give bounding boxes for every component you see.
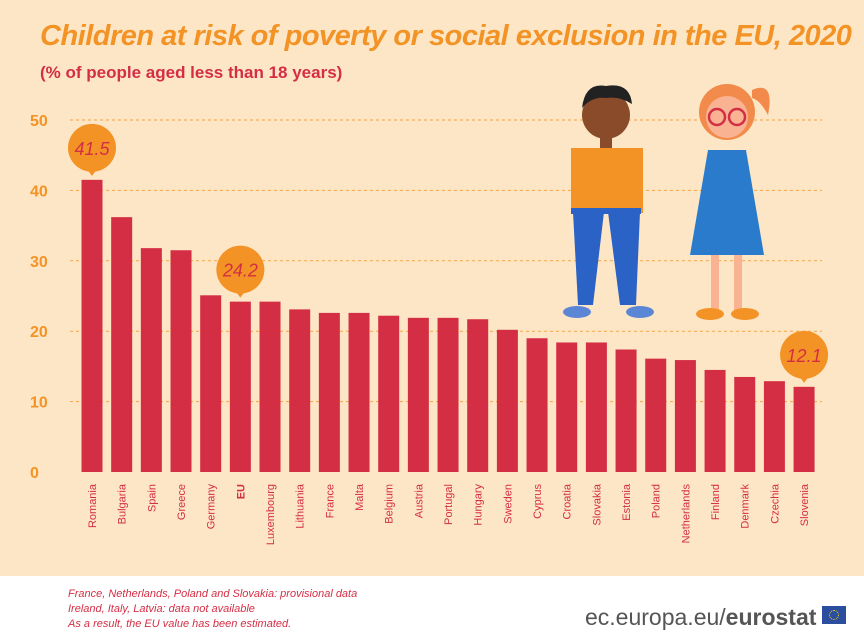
bar-hungary (467, 319, 489, 472)
x-tick-label: Portugal (443, 484, 455, 525)
bubble-shape (780, 330, 829, 379)
footnote-not-available: Ireland, Italy, Latvia: data not availab… (68, 603, 255, 615)
bar-estonia (615, 349, 637, 472)
x-tick-label: Slovenia (799, 483, 811, 526)
bar-malta (348, 312, 370, 472)
x-tick-label: Luxembourg (265, 484, 277, 545)
y-tick-label: 50 (30, 113, 48, 130)
source-link[interactable]: ec.europa.eu/eurostat (585, 604, 816, 631)
x-tick-label: Romania (87, 483, 99, 528)
bar-czechia (763, 381, 785, 472)
x-tick-label: Finland (710, 484, 722, 520)
bar-greece (170, 250, 192, 472)
x-tick-label: Hungary (473, 484, 485, 526)
source-prefix: ec.europa.eu/ (585, 604, 726, 630)
eu-flag-icon (822, 606, 846, 624)
bar-portugal (437, 317, 459, 472)
x-tick-label: Bulgaria (117, 483, 129, 524)
footnote-eu-estimated: As a result, the EU value has been estim… (68, 618, 292, 630)
bubble-pointer (86, 167, 98, 176)
children-illustration (563, 84, 770, 320)
bar-france (318, 312, 340, 472)
chart-subtitle: (% of people aged less than 18 years) (40, 63, 343, 82)
x-tick-label: Malta (354, 483, 366, 511)
y-tick-label: 30 (30, 254, 48, 271)
x-tick-label: Croatia (562, 483, 574, 519)
y-tick-label: 40 (30, 183, 48, 200)
bar-slovakia (585, 342, 607, 472)
bar-spain (140, 248, 162, 472)
x-tick-label: Netherlands (680, 484, 692, 544)
value-bubble-slovenia: 12.1 (780, 330, 829, 383)
x-tick-label: Austria (413, 483, 425, 518)
bar-luxembourg (259, 301, 281, 472)
bar-denmark (734, 376, 756, 472)
bar-chart: 0 10 20 30 40 50 Romania Bulgaria Spain Greece Ge… (30, 84, 829, 545)
x-tick-label: Belgium (384, 484, 396, 524)
value-bubble-eu: 24.2 (216, 245, 265, 298)
bar-croatia (556, 342, 578, 472)
value-bubble-romania: 41.5 (68, 123, 116, 176)
bar-sweden (496, 329, 518, 472)
x-tick-label: Czechia (769, 483, 781, 524)
bar-eu (229, 301, 251, 472)
x-tick-label: Slovakia (591, 483, 603, 525)
source-brand: eurostat (725, 604, 817, 630)
bubble-shape (216, 245, 265, 294)
boy-illustration-icon (563, 85, 654, 318)
data-label: 12.1 (787, 346, 822, 366)
x-tick-label: Germany (206, 484, 218, 530)
x-tick-label: Spain (146, 484, 158, 512)
bubble-pointer (798, 374, 811, 383)
x-tick-label: Greece (176, 484, 188, 520)
bar-poland (645, 358, 667, 472)
bar-bulgaria (111, 217, 133, 472)
x-tick-label: Poland (651, 484, 663, 518)
bar-romania (81, 179, 103, 472)
x-tick-label: France (324, 484, 336, 518)
bar-finland (704, 369, 726, 472)
bubble-pointer (234, 289, 247, 298)
y-tick-label: 20 (30, 324, 48, 341)
data-label: 24.2 (222, 261, 258, 281)
x-tick-label: Lithuania (295, 483, 307, 529)
x-tick-label: EU (235, 484, 247, 499)
x-tick-label: Cyprus (532, 484, 544, 519)
bar-cyprus (526, 338, 548, 472)
bar-belgium (378, 315, 400, 472)
bar-lithuania (289, 309, 311, 472)
footnote-provisional: France, Netherlands, Poland and Slovakia… (68, 588, 358, 600)
bar-netherlands (674, 360, 696, 472)
data-label: 41.5 (74, 139, 110, 159)
chart-title: Children at risk of poverty or social ex… (40, 20, 852, 52)
bar-austria (407, 317, 429, 472)
y-tick-label: 10 (30, 395, 48, 412)
y-tick-label: 0 (30, 465, 39, 482)
x-tick-label: Estonia (621, 483, 633, 521)
bubble-shape (68, 123, 116, 172)
x-tick-label: Sweden (502, 484, 514, 524)
bar-germany (200, 295, 222, 472)
girl-illustration-icon (690, 84, 770, 320)
bar-slovenia (793, 386, 815, 472)
x-tick-label: Denmark (740, 484, 752, 529)
